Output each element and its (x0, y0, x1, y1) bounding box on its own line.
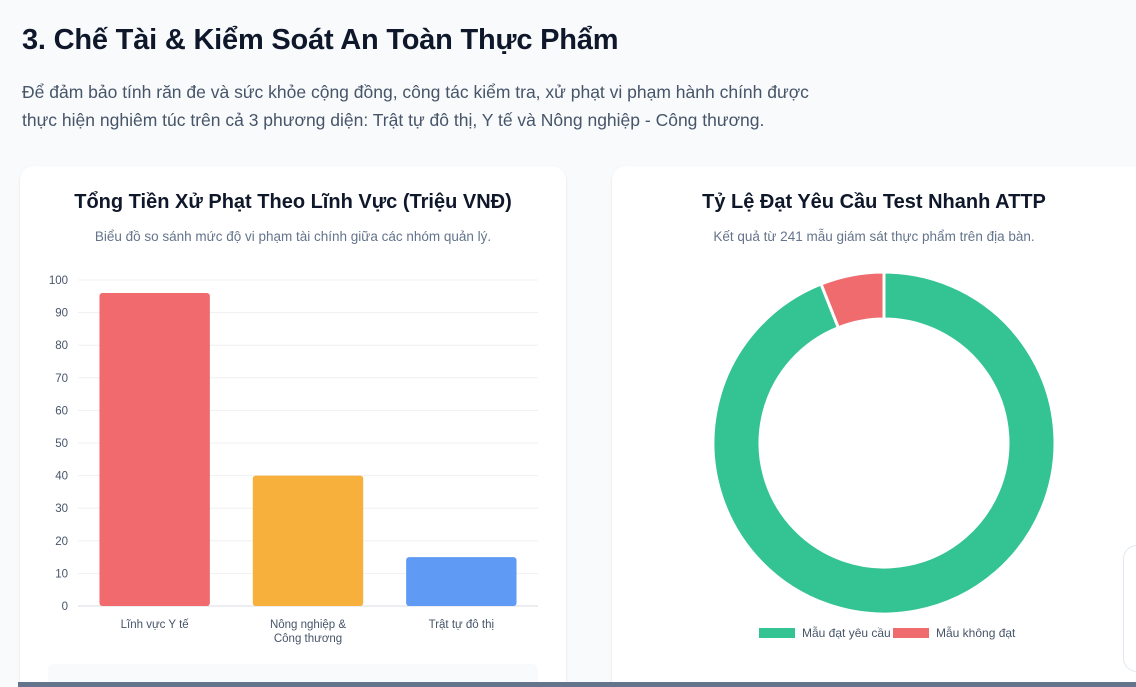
y-tick-label: 100 (49, 275, 68, 287)
bar[interactable] (252, 475, 364, 606)
legend-label[interactable]: Mẫu không đạt (936, 625, 1016, 640)
y-tick-label: 80 (55, 340, 68, 352)
x-tick-label: Trật tự đô thị (429, 619, 494, 631)
doughnut-slice[interactable] (711, 270, 1057, 616)
legend-swatch (893, 628, 929, 638)
x-tick-label: Nông nghiệp & (270, 619, 346, 631)
x-tick-label: Lĩnh vực Y tế (121, 619, 190, 631)
y-tick-label: 70 (55, 373, 68, 385)
bar-chart-card: Tổng Tiền Xử Phạt Theo Lĩnh Vực (Triệu V… (20, 166, 566, 687)
bar-chart-title: Tổng Tiền Xử Phạt Theo Lĩnh Vực (Triệu V… (74, 191, 512, 213)
y-tick-label: 10 (55, 568, 68, 580)
legend-swatch (759, 628, 795, 638)
y-tick-label: 20 (55, 536, 68, 548)
doughnut-slice[interactable] (819, 270, 886, 330)
doughnut-chart: Mẫu đạt yêu cầu Mẫu không đạt (711, 270, 1057, 640)
side-scroll-handle[interactable] (1123, 545, 1136, 672)
doughnut-chart-subtitle: Kết quả từ 241 mẫu giám sát thực phẩm tr… (713, 229, 1035, 244)
bar[interactable] (99, 293, 210, 606)
bar-chart: 0 10 20 30 40 50 60 70 80 90 100 Lĩnh vực Y tế Nông … (49, 275, 538, 645)
horizontal-scrollbar[interactable] (18, 682, 1136, 687)
card-footer (48, 664, 538, 687)
doughnut-chart-title: Tỷ Lệ Đạt Yêu Cầu Test Nhanh ATTP (702, 191, 1046, 213)
description-line-1: Để đảm bảo tính răn đe và sức khỏe cộng … (22, 82, 809, 102)
y-tick-label: 40 (55, 471, 68, 483)
section-title: 3. Chế Tài & Kiểm Soát An Toàn Thực Phẩm (22, 24, 619, 56)
y-tick-label: 90 (55, 308, 68, 320)
y-tick-label: 30 (55, 503, 68, 515)
doughnut-chart-card: Tỷ Lệ Đạt Yêu Cầu Test Nhanh ATTP Kết qu… (612, 166, 1136, 687)
section-description: Để đảm bảo tính răn đe và sức khỏe cộng … (22, 78, 902, 134)
y-tick-label: 60 (55, 405, 68, 417)
bar[interactable] (406, 557, 517, 606)
y-tick-label: 0 (62, 601, 68, 613)
legend-label[interactable]: Mẫu đạt yêu cầu (802, 625, 891, 640)
x-tick-label: Công thương (274, 633, 342, 645)
y-tick-label: 50 (55, 438, 68, 450)
bar-chart-subtitle: Biểu đồ so sánh mức độ vi phạm tài chính… (94, 229, 492, 244)
description-line-2: thực hiện nghiêm túc trên cả 3 phương di… (22, 110, 765, 130)
